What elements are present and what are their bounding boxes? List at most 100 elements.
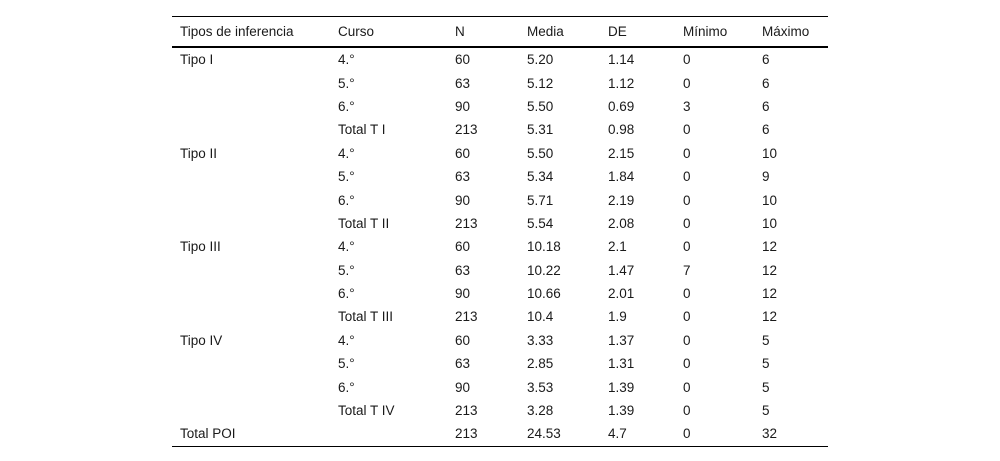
table-cell: 5.31 (527, 122, 554, 138)
table-header-row: Tipos de inferencia Curso N Media DE Mínimo Má… (172, 16, 828, 48)
table-cell: 10 (762, 192, 778, 208)
table-cell (172, 305, 338, 328)
table-cell: 5 (762, 403, 770, 419)
table-cell (172, 212, 338, 235)
table-cell: 213 (455, 403, 478, 419)
table-cell: 5.20 (527, 52, 554, 68)
table-cell: 5.50 (527, 98, 554, 114)
table-cell: 90 (455, 98, 471, 114)
table-cell: 1.39 (608, 379, 635, 395)
table-cell: Total T I (338, 122, 386, 138)
table-cell: 10 (762, 215, 778, 231)
column-header: N (455, 16, 527, 48)
table-cell: 24.53 (527, 426, 561, 442)
table-row: 6.° 90 3.53 1.39 0 5 (172, 375, 828, 398)
table-cell: 1.37 (608, 332, 635, 348)
table-cell: Total T III (338, 309, 394, 325)
table-cell: 10.66 (527, 286, 561, 302)
table-row: Tipo II 4.° 60 5.50 2.15 0 10 (172, 142, 828, 165)
table-cell: 0 (683, 145, 691, 161)
table-cell: 0 (683, 75, 691, 91)
table-row: Total T I 213 5.31 0.98 0 6 (172, 118, 828, 141)
table-cell: 1.12 (608, 75, 635, 91)
table-cell: 5.° (338, 169, 355, 185)
table-cell: Tipo III (180, 239, 221, 255)
table-cell: 4.° (338, 145, 355, 161)
table-cell: 9 (762, 169, 770, 185)
table-row: Tipo I 4.° 60 5.20 1.14 0 6 (172, 47, 828, 71)
table-cell (172, 282, 338, 305)
table-cell (172, 375, 338, 398)
table-cell: 6 (762, 122, 770, 138)
table-row: 5.° 63 2.85 1.31 0 5 (172, 352, 828, 375)
table-header: Tipos de inferencia Curso N Media DE Mínimo Má… (172, 16, 828, 48)
table-row: 6.° 90 10.66 2.01 0 12 (172, 282, 828, 305)
table-cell: 0 (683, 169, 691, 185)
table-cell: 4.° (338, 239, 355, 255)
table-cell: 12 (762, 262, 778, 278)
table-cell: 213 (455, 426, 478, 442)
table-cell: 0 (683, 215, 691, 231)
table-cell: 5 (762, 379, 770, 395)
table-cell: Total T II (338, 215, 390, 231)
table-row: 5.° 63 5.12 1.12 0 6 (172, 71, 828, 94)
table-cell: 0.69 (608, 98, 635, 114)
column-header: DE (608, 16, 683, 48)
table-cell: 6.° (338, 286, 355, 302)
table-cell: 10.4 (527, 309, 554, 325)
table-cell: 0 (683, 356, 691, 372)
table-cell: 1.84 (608, 169, 635, 185)
table-row: Tipo IV 4.° 60 3.33 1.37 0 5 (172, 329, 828, 352)
table-cell: 90 (455, 192, 471, 208)
table-cell: 5.54 (527, 215, 554, 231)
table-row: Tipo III 4.° 60 10.18 2.1 0 12 (172, 235, 828, 258)
table-cell: 5.° (338, 75, 355, 91)
table-cell: 2.19 (608, 192, 635, 208)
table-cell: 63 (455, 75, 471, 91)
table-cell: 6 (762, 52, 770, 68)
table-row: Total T IV 213 3.28 1.39 0 5 (172, 399, 828, 422)
table-cell: 1.14 (608, 52, 635, 68)
table-cell: 5 (762, 356, 770, 372)
table-cell: 5.° (338, 356, 355, 372)
table-cell: 6 (762, 98, 770, 114)
table-cell: 0 (683, 332, 691, 348)
table-cell: 1.39 (608, 403, 635, 419)
table-cell: 213 (455, 122, 478, 138)
table-cell: 0 (683, 122, 691, 138)
table-cell: Tipo IV (180, 332, 223, 348)
table-row: Total POI 213 24.53 4.7 0 32 (172, 422, 828, 446)
table-row: Total T II 213 5.54 2.08 0 10 (172, 212, 828, 235)
table-cell (172, 188, 338, 211)
table-cell: 5 (762, 332, 770, 348)
table-cell: Total POI (180, 426, 236, 442)
table-row: 6.° 90 5.50 0.69 3 6 (172, 95, 828, 118)
table-cell: 0 (683, 192, 691, 208)
table-cell: Total T IV (338, 403, 395, 419)
table-cell: 63 (455, 262, 471, 278)
table-cell: 12 (762, 286, 778, 302)
table-cell: 4.° (338, 332, 355, 348)
table-cell: 5.50 (527, 145, 554, 161)
table-cell: 0 (683, 52, 691, 68)
table-cell: 12 (762, 239, 778, 255)
table-cell: 213 (455, 215, 478, 231)
table-cell: 5.34 (527, 169, 554, 185)
table-cell: 90 (455, 379, 471, 395)
table-cell: 6.° (338, 379, 355, 395)
table-cell: 63 (455, 169, 471, 185)
table-cell (172, 95, 338, 118)
table-cell: 10.18 (527, 239, 561, 255)
table-cell: 10.22 (527, 262, 561, 278)
table-cell: 0 (683, 309, 691, 325)
table-cell: 60 (455, 52, 471, 68)
table-cell: 0 (683, 403, 691, 419)
table-row: 5.° 63 10.22 1.47 7 12 (172, 259, 828, 282)
table-row: Total T III 213 10.4 1.9 0 12 (172, 305, 828, 328)
column-header: Curso (338, 16, 455, 48)
table-cell: 60 (455, 145, 471, 161)
column-header: Máximo (762, 16, 828, 48)
table-cell: 0.98 (608, 122, 635, 138)
table-cell: 2.15 (608, 145, 635, 161)
column-header: Tipos de inferencia (172, 16, 338, 48)
